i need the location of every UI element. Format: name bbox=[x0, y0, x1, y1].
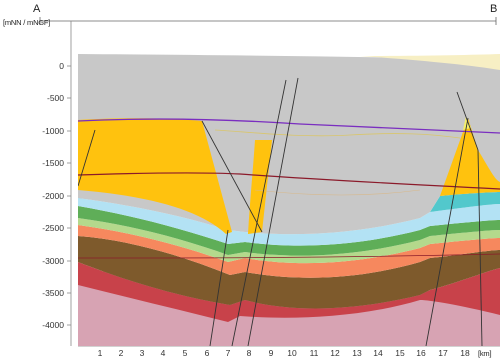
x-tick-label: 10 bbox=[287, 348, 297, 358]
horizon-purple bbox=[78, 118, 500, 134]
horizon-tan-thin bbox=[254, 189, 421, 196]
fault-line bbox=[201, 120, 263, 233]
y-axis-unit-label: [mNN / mNGF] bbox=[3, 18, 51, 27]
x-tick-label: 7 bbox=[225, 348, 231, 358]
y-tick-label: -4000 bbox=[42, 320, 64, 330]
x-tick-label: 12 bbox=[330, 348, 340, 358]
y-tick-label: -3000 bbox=[42, 256, 64, 266]
x-tick-label: 2 bbox=[118, 348, 124, 358]
cyan-layer-right bbox=[430, 192, 500, 212]
x-axis-unit-label: [km] bbox=[478, 349, 492, 358]
y-tick-label: -1000 bbox=[42, 126, 64, 136]
x-tick-label: 11 bbox=[309, 348, 319, 358]
section-start-label: A bbox=[33, 3, 41, 15]
y-tick-label: -3500 bbox=[42, 288, 64, 298]
y-tick-label: -500 bbox=[46, 93, 64, 103]
horizon-lower bbox=[78, 253, 500, 259]
x-tick-label: 8 bbox=[246, 348, 252, 358]
red-layer bbox=[78, 262, 500, 322]
light-green-layer bbox=[78, 218, 500, 264]
green-layer bbox=[78, 206, 500, 256]
pale-yellow-top-layer bbox=[360, 54, 500, 70]
horizon-yellow-thin bbox=[214, 129, 461, 139]
fault-line bbox=[231, 79, 287, 346]
fault-line bbox=[477, 149, 483, 346]
y-tick-label: 0 bbox=[59, 61, 64, 71]
salt-body-right bbox=[440, 118, 500, 196]
section-end-label: B bbox=[490, 3, 498, 15]
fault-line bbox=[425, 117, 469, 346]
x-tick-label: 18 bbox=[460, 348, 470, 358]
fault-line bbox=[247, 77, 299, 346]
y-tick-label: -1500 bbox=[42, 158, 64, 168]
x-tick-label: 5 bbox=[182, 348, 188, 358]
x-tick-label: 9 bbox=[268, 348, 274, 358]
x-tick-label: 14 bbox=[373, 348, 383, 358]
brown-layer bbox=[78, 236, 500, 309]
y-axis-ticks bbox=[67, 65, 71, 326]
light-blue-layer bbox=[78, 198, 500, 246]
x-tick-label: 16 bbox=[416, 348, 426, 358]
x-tick-label: 6 bbox=[204, 348, 210, 358]
fault-line bbox=[209, 229, 229, 346]
y-tick-label: -2000 bbox=[42, 191, 64, 201]
x-tick-label: 13 bbox=[352, 348, 362, 358]
x-tick-label: 15 bbox=[395, 348, 405, 358]
y-tick-label: -2500 bbox=[42, 223, 64, 233]
x-tick-label: 3 bbox=[139, 348, 145, 358]
x-tick-label: 17 bbox=[438, 348, 448, 358]
fault-line bbox=[78, 129, 96, 187]
salmon-layer bbox=[78, 225, 500, 278]
horizon-dark-red bbox=[78, 172, 500, 190]
x-tick-label: 4 bbox=[160, 348, 166, 358]
x-tick-label: 1 bbox=[97, 348, 103, 358]
salt-body-left bbox=[78, 118, 232, 234]
salt-wedge-middle bbox=[248, 140, 272, 234]
